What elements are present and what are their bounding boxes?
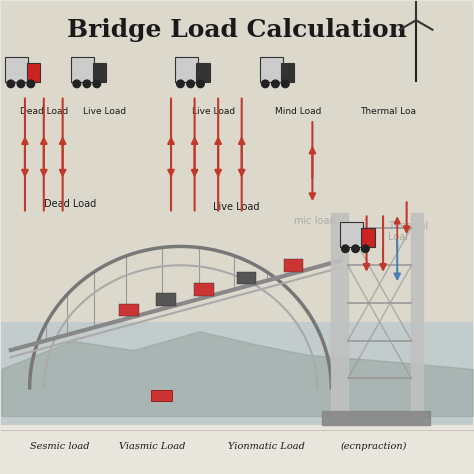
Text: Yionmatic Load: Yionmatic Load (228, 442, 304, 451)
Text: Dead Load: Dead Load (20, 107, 68, 116)
Circle shape (272, 80, 279, 88)
Circle shape (7, 80, 15, 88)
FancyBboxPatch shape (1, 322, 473, 426)
FancyBboxPatch shape (1, 1, 473, 426)
FancyBboxPatch shape (118, 304, 138, 317)
Circle shape (73, 80, 81, 88)
FancyBboxPatch shape (156, 293, 176, 306)
Text: (ecnpraction): (ecnpraction) (341, 442, 407, 451)
Circle shape (83, 80, 91, 88)
Circle shape (17, 80, 25, 88)
Circle shape (27, 80, 35, 88)
FancyBboxPatch shape (281, 63, 294, 82)
Circle shape (282, 80, 289, 88)
Text: Bridge Load Calculation: Bridge Load Calculation (67, 18, 407, 42)
Text: mic load: mic load (293, 216, 335, 226)
FancyBboxPatch shape (283, 259, 303, 272)
Circle shape (352, 245, 359, 253)
FancyBboxPatch shape (361, 228, 374, 247)
Text: Live Load: Live Load (213, 201, 260, 212)
Circle shape (93, 80, 100, 88)
FancyBboxPatch shape (27, 63, 40, 82)
Text: Live Load: Live Load (192, 107, 235, 116)
Text: Viasmic Load: Viasmic Load (119, 442, 185, 451)
FancyBboxPatch shape (237, 272, 256, 284)
Text: Dead Load: Dead Load (44, 199, 96, 210)
FancyBboxPatch shape (151, 390, 172, 401)
Circle shape (197, 80, 204, 88)
Text: Sesmic load: Sesmic load (30, 442, 89, 451)
Circle shape (262, 80, 269, 88)
Text: Mind Load: Mind Load (275, 107, 321, 116)
FancyBboxPatch shape (340, 222, 363, 247)
Text: Thermal Loa: Thermal Loa (360, 107, 416, 116)
Circle shape (177, 80, 184, 88)
FancyBboxPatch shape (260, 57, 283, 82)
FancyBboxPatch shape (196, 63, 210, 82)
FancyBboxPatch shape (5, 57, 28, 82)
Circle shape (342, 245, 349, 253)
Text: Thermal
Loal: Thermal Loal (388, 220, 428, 242)
FancyBboxPatch shape (92, 63, 106, 82)
FancyBboxPatch shape (194, 283, 214, 296)
FancyBboxPatch shape (71, 57, 94, 82)
Circle shape (187, 80, 194, 88)
FancyBboxPatch shape (175, 57, 198, 82)
Circle shape (362, 245, 369, 253)
Text: Live Load: Live Load (83, 107, 127, 116)
